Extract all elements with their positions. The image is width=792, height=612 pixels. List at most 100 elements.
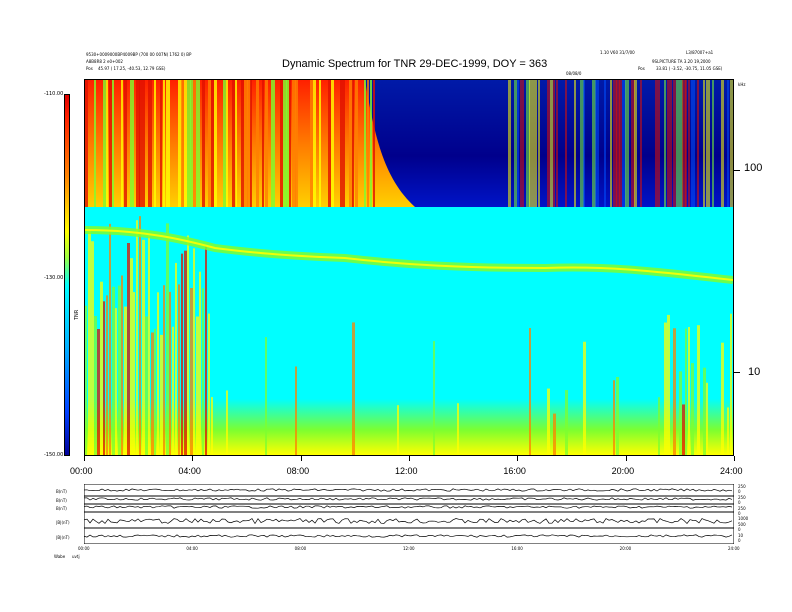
burst-strip-top: [676, 80, 679, 207]
burst-strip-bottom: [130, 258, 133, 455]
burst-strip-top: [706, 80, 710, 207]
field-panel-label: |B|(nT): [56, 520, 70, 525]
burst-strip-top: [592, 80, 596, 207]
burst-strip-top: [349, 80, 353, 207]
burst-strip-top: [136, 80, 140, 207]
burst-strip-bottom: [187, 235, 189, 455]
burst-strip-bottom: [91, 241, 94, 455]
y-tick-10: 10: [748, 366, 761, 378]
burst-strip-top: [148, 80, 152, 207]
field-traces: [83, 488, 734, 538]
burst-strip-top: [142, 80, 145, 207]
burst-strip-top: [556, 80, 558, 207]
burst-strip-top: [112, 80, 114, 207]
burst-strip-bottom: [547, 388, 550, 455]
burst-strip-bottom: [688, 327, 690, 455]
burst-strip-top: [196, 80, 200, 207]
burst-strip-top: [355, 80, 358, 207]
field-scale-label: 1000: [738, 516, 749, 522]
burst-strip-top: [283, 80, 287, 207]
burst-strip-bottom: [295, 366, 297, 455]
x-tick-mark: [192, 456, 194, 461]
burst-strip-bottom: [265, 337, 267, 455]
burst-strip-top: [682, 80, 686, 207]
x-tick-label: 16:00: [503, 466, 526, 476]
field-panel-label: |B|(nT): [56, 535, 70, 540]
burst-strip-top: [625, 80, 629, 207]
burst-strip-top: [202, 80, 205, 207]
field-trace: [83, 518, 733, 525]
header-right-line1: 1.10 V60 31/7/00: [600, 50, 635, 55]
y-tick-mark-10: [734, 372, 740, 373]
burst-strip-top: [658, 80, 660, 207]
burst-strip-top: [670, 80, 672, 207]
burst-strip-bottom: [136, 220, 138, 455]
burst-strip-top: [547, 80, 550, 207]
burst-strip-bottom: [154, 328, 156, 455]
spectrogram-strips: [85, 80, 733, 455]
burst-strip-top: [241, 80, 244, 207]
burst-strip-top: [583, 80, 585, 207]
burst-strip-top: [163, 80, 165, 207]
colorbar-tick-top: -110.00: [44, 91, 64, 97]
field-scale-label: 0: [738, 511, 741, 516]
burst-strip-top: [208, 80, 211, 207]
burst-strip-bottom: [685, 328, 687, 455]
y-tick-100: 100: [744, 162, 763, 174]
burst-strip-bottom: [172, 326, 174, 455]
burst-strip-bottom: [88, 229, 91, 455]
burst-strip-bottom: [667, 314, 670, 455]
burst-strip-top: [340, 80, 343, 207]
burst-strip-bottom: [142, 239, 145, 455]
burst-strip-bottom: [211, 397, 213, 455]
footer-label: Wabe: [54, 554, 66, 559]
header-left-line2: A8B8R8 2 e0+002: [86, 59, 123, 64]
burst-strip-bottom: [721, 342, 724, 455]
burst-strip-bottom: [193, 248, 195, 455]
x-tick-label: 00:00: [70, 466, 93, 476]
burst-strip-top: [514, 80, 517, 207]
header-right-pos-label: Pos: [638, 66, 645, 71]
field-x-tick-label: 12:00: [403, 546, 415, 551]
burst-strip-bottom: [160, 334, 163, 455]
burst-strip-bottom: [673, 328, 676, 455]
burst-strip-top: [256, 80, 259, 207]
x-tick-label: 04:00: [178, 466, 201, 476]
burst-strip-top: [310, 80, 313, 207]
burst-strip-bottom: [199, 271, 201, 455]
burst-strip-bottom: [565, 390, 568, 455]
burst-strip-top: [154, 80, 156, 207]
burst-strip-top: [517, 80, 519, 207]
burst-strip-top: [187, 80, 191, 207]
burst-strip-top: [289, 80, 291, 207]
header-center-tag: 08/08/0: [566, 71, 582, 76]
burst-strip-top: [214, 80, 217, 207]
x-tick-label: 24:00: [720, 466, 743, 476]
burst-strip-top: [286, 80, 289, 207]
burst-strip-bottom: [109, 223, 111, 455]
burst-strip-bottom: [397, 405, 399, 455]
burst-strip-top: [610, 80, 612, 207]
burst-strip-top: [691, 80, 695, 207]
burst-strip-bottom: [664, 322, 667, 455]
burst-strip-bottom: [115, 308, 117, 455]
x-tick-label: 20:00: [611, 466, 635, 476]
burst-strip-bottom: [730, 313, 732, 455]
burst-strip-top: [280, 80, 283, 207]
field-scale-label: 0: [738, 527, 741, 533]
burst-strip-bottom: [205, 246, 207, 455]
burst-strip-top: [370, 80, 372, 207]
page-title: Dynamic Spectrum for TNR 29-DEC-1999, DO…: [282, 58, 548, 70]
burst-strip-top: [292, 80, 296, 207]
y-unit: kHz: [738, 82, 746, 87]
field-scale-label: 500: [738, 521, 746, 527]
burst-strip-top: [94, 80, 96, 207]
burst-strip-bottom: [583, 341, 586, 455]
burst-strip-top: [538, 80, 540, 207]
burst-strip-bottom: [226, 390, 228, 455]
burst-strip-bottom: [169, 291, 171, 455]
burst-strip-top: [727, 80, 729, 207]
burst-strip-bottom: [151, 332, 154, 455]
burst-strip-top: [331, 80, 334, 207]
field-scale-label: 0: [738, 538, 741, 543]
